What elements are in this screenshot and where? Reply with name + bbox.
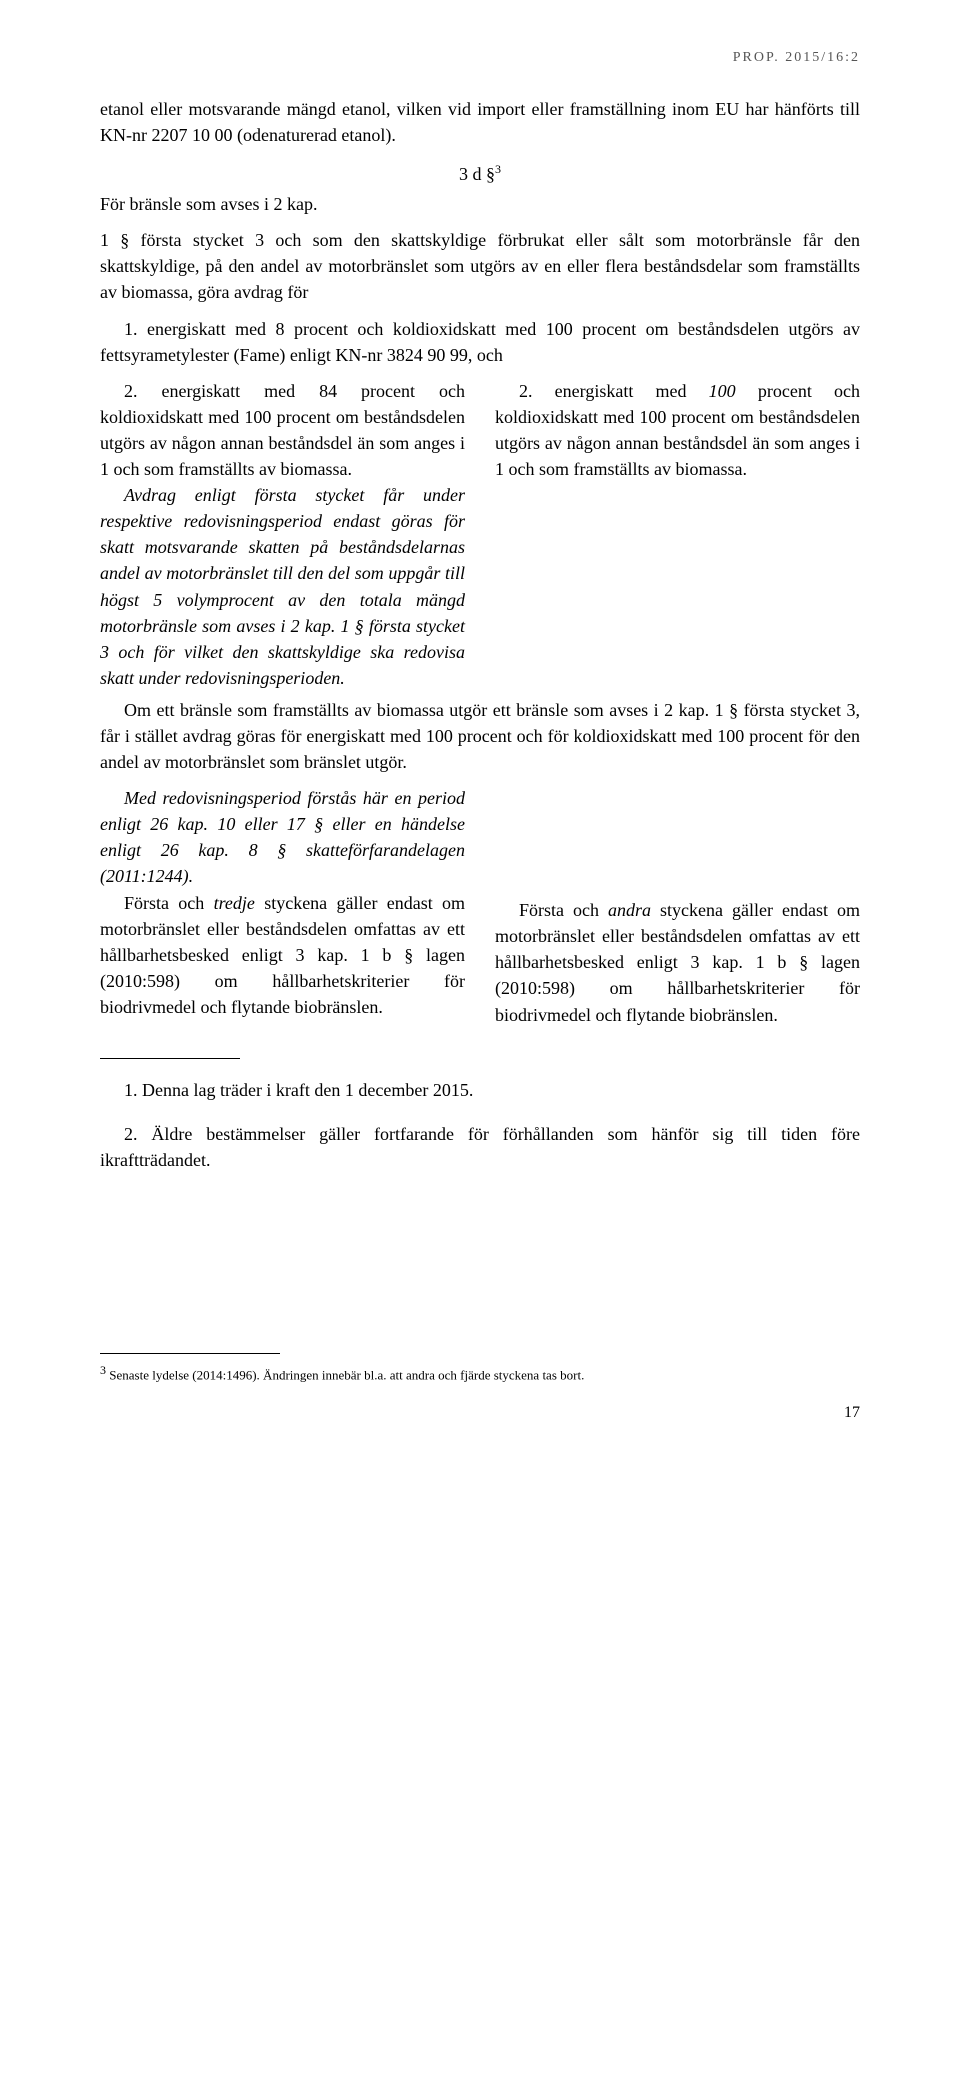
left-column-1: 2. energiskatt med 84 procent och koldio… xyxy=(100,378,465,691)
section-title: 3 d § xyxy=(459,164,495,184)
two-column-block-1: 2. energiskatt med 84 procent och koldio… xyxy=(100,378,860,691)
right-column-1: 2. energiskatt med 100 procent och koldi… xyxy=(495,378,860,691)
intro-paragraph: etanol eller motsvarande mängd etanol, v… xyxy=(100,96,860,148)
page-number: 17 xyxy=(100,1404,860,1422)
right-column-2: Första och andra styckena gäller endast … xyxy=(495,785,860,1027)
footnote-rule-2 xyxy=(100,1353,280,1354)
section-sup: 3 xyxy=(495,162,501,176)
right-p1: 2. energiskatt med 100 procent och koldi… xyxy=(495,378,860,482)
small-footnote-text: Senaste lydelse (2014:1496). Ändringen i… xyxy=(106,1367,584,1382)
transition-notes: 1. Denna lag träder i kraft den 1 decemb… xyxy=(100,1077,860,1173)
page-header: PROP. 2015/16:2 xyxy=(100,50,860,66)
left2-p2: Första och tredje styckena gäller endast… xyxy=(100,890,465,1020)
left2-p1: Med redovisningsperiod förstås här en pe… xyxy=(100,785,465,889)
two-column-block-2: Med redovisningsperiod förstås här en pe… xyxy=(100,785,860,1027)
section-heading: 3 d §3 xyxy=(100,162,860,185)
subtitle: För bränsle som avses i 2 kap. xyxy=(100,191,860,217)
left-p2: Avdrag enligt första stycket får under r… xyxy=(100,482,465,691)
note-2: 2. Äldre bestämmelser gäller fortfarande… xyxy=(100,1121,860,1173)
full-paragraph-1: 1 § första stycket 3 och som den skattsk… xyxy=(100,227,860,305)
full-paragraph-2: 1. energiskatt med 8 procent och koldiox… xyxy=(100,316,860,368)
left-p1: 2. energiskatt med 84 procent och koldio… xyxy=(100,378,465,482)
left-column-2: Med redovisningsperiod förstås här en pe… xyxy=(100,785,465,1027)
small-footnote: 3 Senaste lydelse (2014:1496). Ändringen… xyxy=(100,1362,860,1385)
note-1: 1. Denna lag träder i kraft den 1 decemb… xyxy=(100,1077,860,1103)
footnote-rule-1 xyxy=(100,1058,240,1059)
right2-p1: Första och andra styckena gäller endast … xyxy=(495,897,860,1027)
full-paragraph-3: Om ett bränsle som framställts av biomas… xyxy=(100,697,860,775)
